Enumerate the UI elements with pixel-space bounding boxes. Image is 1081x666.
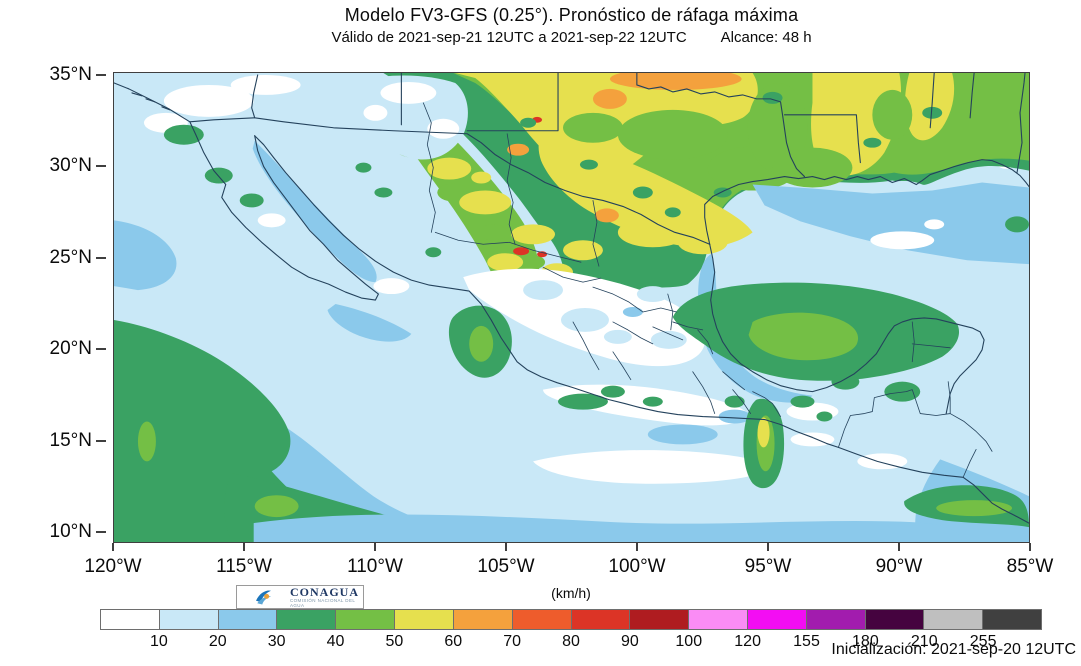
colorbar-tick-155: 155	[793, 633, 820, 650]
initialization-text: Inicialización: 2021-sep-20 12UTC	[831, 641, 1076, 658]
gust-fill-regions	[114, 73, 1029, 542]
reach-text: Alcance: 48 h	[720, 29, 812, 46]
lon-tick-100°W	[636, 543, 638, 551]
colorbar-segment-2	[159, 610, 219, 629]
colorbar-segment-8	[512, 610, 572, 629]
colorbar-tick-70: 70	[503, 633, 522, 650]
conagua-tagline: COMISIÓN NACIONAL DEL AGUA	[290, 598, 356, 608]
colorbar-segment-15	[924, 610, 984, 629]
colorbar-tick-50: 50	[385, 633, 404, 650]
lat-label-30°N: 30°N	[49, 155, 92, 176]
lat-label-20°N: 20°N	[49, 338, 92, 359]
lon-label-105°W: 105°W	[477, 556, 535, 577]
colorbar-segment-9	[571, 610, 631, 629]
lon-tick-90°W	[898, 543, 900, 551]
lon-tick-105°W	[505, 543, 507, 551]
lon-label-85°W: 85°W	[1006, 556, 1054, 577]
lat-tick-30°N	[96, 165, 106, 167]
lon-label-95°W: 95°W	[744, 556, 792, 577]
colorbar-segment-16	[983, 610, 1041, 629]
lon-tick-110°W	[374, 543, 376, 551]
lon-tick-95°W	[767, 543, 769, 551]
colorbar-tick-210: 210	[910, 633, 938, 650]
colorbar-segment-14	[865, 610, 925, 629]
lon-label-90°W: 90°W	[875, 556, 923, 577]
lat-tick-35°N	[96, 74, 106, 76]
lon-tick-115°W	[243, 543, 245, 551]
colorbar-segment-12	[747, 610, 807, 629]
map-borders	[114, 73, 1029, 524]
forecast-map: CONAGUA COMISIÓN NACIONAL DEL AGUA	[113, 72, 1030, 609]
lon-label-100°W: 100°W	[608, 556, 666, 577]
page-title: Modelo FV3-GFS (0.25°). Pronóstico de rá…	[344, 5, 799, 25]
colorbar-segment-4	[277, 610, 337, 629]
colorbar-tick-20: 20	[208, 633, 227, 650]
colorbar-tick-30: 30	[267, 633, 286, 650]
lon-label-110°W: 110°W	[347, 556, 403, 577]
colorbar-segment-7	[453, 610, 513, 629]
gust-colorbar	[100, 609, 1042, 630]
lat-tick-15°N	[96, 440, 106, 442]
colorbar-units-label: (km/h)	[551, 585, 591, 601]
colorbar-tick-60: 60	[444, 633, 463, 650]
lat-label-15°N: 15°N	[49, 430, 92, 451]
colorbar-tick-90: 90	[620, 633, 639, 650]
conagua-logo: CONAGUA COMISIÓN NACIONAL DEL AGUA	[236, 585, 364, 609]
lat-label-10°N: 10°N	[49, 521, 92, 542]
subtitle: Válido de 2021-sep-21 12UTC a 2021-sep-2…	[113, 29, 1030, 46]
lon-tick-85°W	[1029, 543, 1031, 551]
lon-label-115°W: 115°W	[216, 556, 272, 577]
lat-tick-10°N	[96, 531, 106, 533]
colorbar-tick-10: 10	[149, 633, 168, 650]
colorbar-segment-3	[218, 610, 278, 629]
conagua-wordmark: CONAGUA	[290, 585, 359, 599]
colorbar-tick-255: 255	[969, 633, 997, 650]
lon-tick-120°W	[112, 543, 114, 551]
colorbar-tick-labels: 10 20 30 40 50 60 70 80 90 100 120 155 180 210 255	[100, 633, 1042, 651]
valid-range-text: Válido de 2021-sep-21 12UTC a 2021-sep-2…	[331, 29, 687, 46]
lon-label-120°W: 120°W	[84, 556, 142, 577]
colorbar-tick-120: 120	[734, 633, 761, 650]
colorbar-segment-11	[689, 610, 748, 629]
colorbar-segment-10	[630, 610, 690, 629]
colorbar-tick-80: 80	[562, 633, 580, 650]
colorbar-tick-180: 180	[852, 633, 879, 650]
colorbar-segment-6	[395, 610, 454, 629]
conagua-logo-icon	[256, 590, 271, 605]
lat-label-25°N: 25°N	[49, 247, 92, 268]
colorbar-tick-40: 40	[326, 633, 345, 650]
lat-label-35°N: 35°N	[49, 64, 92, 85]
colorbar-segment-1	[101, 610, 160, 629]
gust-map-canvas	[114, 73, 1029, 542]
lat-tick-20°N	[96, 348, 106, 350]
colorbar-tick-100: 100	[675, 633, 703, 650]
colorbar-segment-5	[336, 610, 396, 629]
lat-tick-25°N	[96, 257, 106, 259]
colorbar-segment-13	[806, 610, 866, 629]
